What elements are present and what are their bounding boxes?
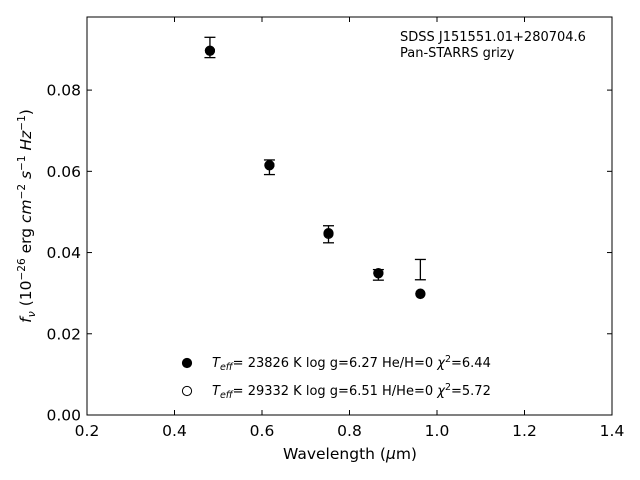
x-tick-label: 0.8 <box>337 422 362 440</box>
model-point-filled <box>204 45 216 56</box>
legend-label-2: Teff= 29332 K log g=6.51 H/He=0 χ2=5.72 <box>212 382 491 401</box>
y-axis-label: fν (10−26 erg cm−2 s−1 Hz−1) <box>16 109 38 323</box>
x-tick-label: 1.4 <box>600 422 625 440</box>
error-bars <box>204 36 426 281</box>
x-tick-label: 1.2 <box>512 422 537 440</box>
legend-label-1: Teff= 23826 K log g=6.27 He/H=0 χ2=6.44 <box>212 354 491 373</box>
model-point-filled <box>415 288 426 300</box>
y-tick-label: 0.08 <box>46 82 81 100</box>
model-point-filled <box>323 227 334 239</box>
y-axis-ticks: 0.00 0.02 0.04 0.06 0.08 <box>46 82 612 425</box>
model-point-filled <box>373 268 384 279</box>
y-tick-label: 0.04 <box>46 244 81 262</box>
x-tick-label: 0.4 <box>162 422 187 440</box>
model-point-filled <box>264 160 275 171</box>
y-tick-label: 0.00 <box>46 407 81 425</box>
x-tick-label: 0.6 <box>250 422 275 440</box>
legend: Teff= 23826 K log g=6.27 He/H=0 χ2=6.44 … <box>181 354 491 401</box>
annotation-survey: Pan-STARRS grizy <box>400 46 515 61</box>
annotation-object: SDSS J151551.01+280704.6 <box>400 30 586 45</box>
error-bar <box>414 258 426 281</box>
data-points <box>204 45 426 300</box>
legend-marker-open <box>181 385 193 397</box>
y-tick-label: 0.02 <box>46 325 81 343</box>
legend-marker-filled <box>181 357 193 369</box>
x-axis-ticks: 0.2 0.4 0.6 0.8 1.0 1.2 1.4 <box>75 17 625 440</box>
plot-area <box>86 16 613 416</box>
x-tick-label: 0.2 <box>75 422 100 440</box>
x-axis-label: Wavelength (μm) <box>283 445 417 463</box>
y-tick-label: 0.06 <box>46 163 81 181</box>
x-tick-label: 1.0 <box>425 422 450 440</box>
